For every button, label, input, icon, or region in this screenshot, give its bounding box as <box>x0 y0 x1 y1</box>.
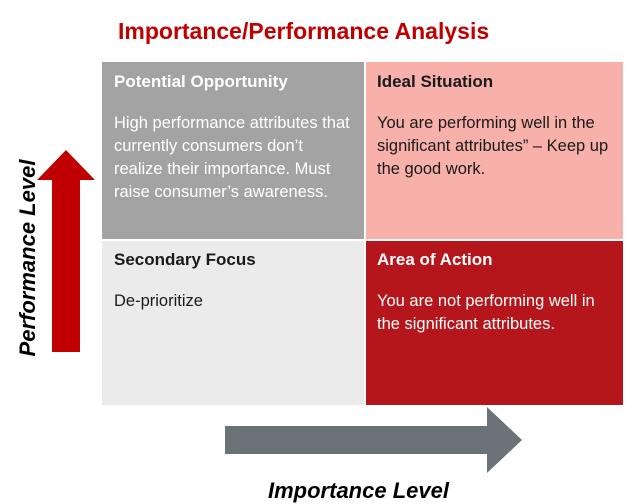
grid-divider-horizontal <box>102 239 623 241</box>
quadrant-ideal-situation: Ideal Situation You are performing well … <box>365 62 623 240</box>
quadrant-title: Secondary Focus <box>114 250 256 269</box>
y-axis-label: Performance Level <box>15 159 40 357</box>
x-axis-label: Importance Level <box>268 478 449 503</box>
quadrant-description: High performance attributes that current… <box>114 114 350 201</box>
diagram-title: Importance/Performance Analysis <box>118 18 490 44</box>
quadrant-description: You are not performing well in the signi… <box>377 292 595 333</box>
quadrant-description: You are performing well in the significa… <box>377 114 609 178</box>
quadrant-title: Area of Action <box>377 250 493 269</box>
importance-arrow <box>225 407 522 473</box>
performance-arrow <box>37 150 95 352</box>
quadrant-secondary-focus: Secondary Focus De-prioritize <box>102 240 365 405</box>
quadrant-potential-opportunity: Potential Opportunity High performance a… <box>102 62 365 240</box>
quadrant-title: Potential Opportunity <box>114 72 288 91</box>
grid-divider-vertical <box>364 62 366 405</box>
quadrant-description: De-prioritize <box>114 292 203 310</box>
quadrant-title: Ideal Situation <box>377 72 494 91</box>
quadrant-area-of-action: Area of Action You are not performing we… <box>365 240 623 405</box>
